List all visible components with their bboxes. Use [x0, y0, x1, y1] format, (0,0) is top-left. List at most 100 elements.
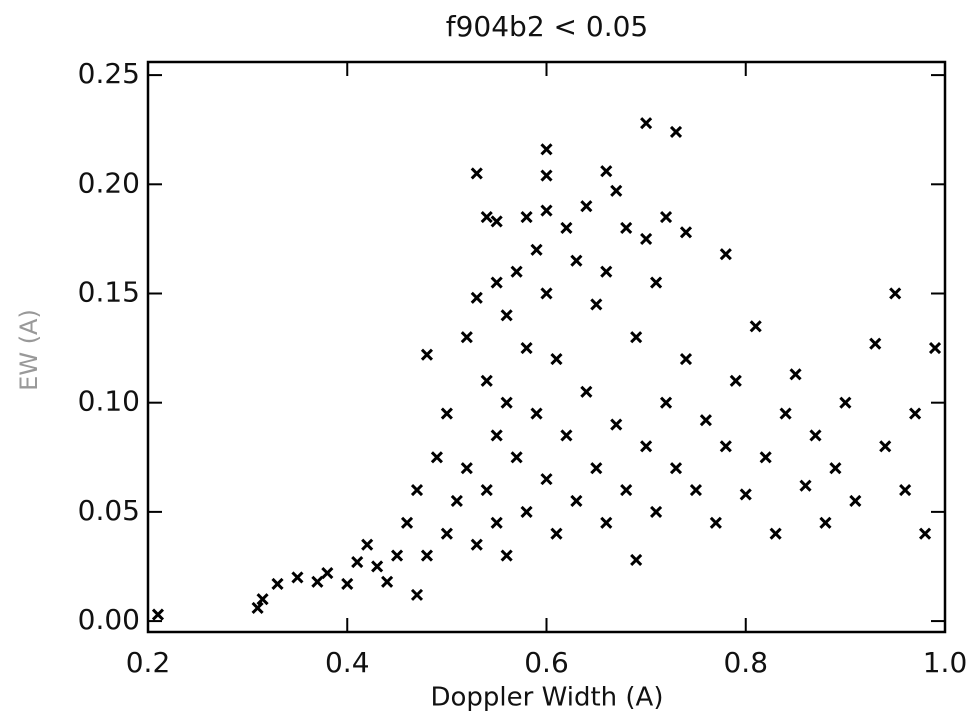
point — [600, 165, 613, 178]
point — [510, 265, 523, 278]
point — [530, 407, 543, 420]
point — [669, 462, 683, 475]
point — [480, 374, 493, 387]
point — [600, 516, 613, 529]
point — [650, 276, 663, 289]
point — [351, 556, 364, 569]
point — [391, 549, 404, 562]
point — [779, 407, 792, 420]
point — [271, 577, 284, 591]
point — [570, 494, 583, 508]
point — [889, 287, 902, 300]
point — [311, 575, 324, 588]
point — [480, 483, 493, 497]
point — [540, 473, 553, 486]
point — [610, 184, 623, 197]
chart-title: f904b2 < 0.05 — [446, 10, 649, 43]
point — [470, 167, 483, 180]
point — [470, 538, 483, 551]
y-tick-label: 0.10 — [78, 385, 140, 418]
point — [420, 549, 434, 562]
point — [490, 429, 503, 442]
point — [560, 221, 573, 235]
point — [729, 374, 742, 387]
point — [500, 549, 513, 562]
point — [550, 352, 563, 366]
point — [749, 320, 762, 333]
point — [291, 571, 304, 584]
point — [470, 291, 483, 304]
point — [540, 287, 553, 300]
point — [520, 210, 533, 224]
point — [580, 385, 593, 398]
y-tick-label: 0.00 — [78, 603, 140, 636]
point — [430, 451, 443, 464]
point — [520, 342, 533, 355]
point — [719, 248, 732, 261]
point — [869, 337, 882, 350]
point — [480, 210, 493, 224]
point — [361, 538, 374, 551]
x-tick-label: 0.6 — [524, 646, 569, 679]
point — [580, 200, 593, 213]
point — [251, 601, 264, 615]
point — [699, 414, 712, 427]
point — [669, 125, 683, 138]
point — [540, 204, 553, 217]
point — [440, 407, 453, 420]
point — [550, 527, 563, 540]
point — [590, 462, 603, 475]
point — [620, 221, 633, 235]
x-axis-label: Doppler Width (A) — [431, 683, 664, 713]
point — [371, 560, 384, 573]
point — [640, 440, 653, 453]
point — [679, 352, 693, 366]
point — [530, 243, 543, 256]
point — [799, 479, 812, 492]
point — [739, 488, 752, 501]
x-tick-label: 0.4 — [325, 646, 370, 679]
point — [540, 143, 553, 156]
point — [719, 440, 732, 453]
point — [789, 368, 802, 381]
point — [679, 226, 693, 239]
point — [839, 396, 852, 409]
point — [341, 577, 354, 591]
point — [410, 483, 424, 497]
point — [321, 566, 334, 580]
y-tick-label: 0.25 — [78, 57, 140, 90]
point — [620, 483, 633, 497]
x-tick-label: 1.0 — [923, 646, 968, 679]
point — [819, 516, 832, 529]
point — [490, 276, 503, 289]
point — [600, 265, 613, 278]
y-tick-label: 0.05 — [78, 494, 140, 527]
point — [510, 451, 523, 464]
point — [500, 396, 513, 409]
point — [809, 429, 822, 442]
point — [630, 331, 643, 344]
point — [610, 418, 623, 431]
point — [829, 462, 842, 475]
point — [849, 494, 862, 508]
point — [151, 608, 165, 621]
point — [381, 575, 394, 588]
y-tick-label: 0.15 — [78, 275, 140, 308]
point — [450, 494, 463, 508]
point — [410, 588, 424, 601]
point — [490, 516, 503, 529]
point — [689, 483, 702, 497]
point — [520, 505, 533, 518]
x-tick-label: 0.8 — [723, 646, 768, 679]
point — [490, 215, 503, 228]
point — [500, 309, 513, 322]
point — [759, 451, 772, 464]
point — [420, 348, 434, 361]
point — [879, 440, 892, 453]
point — [540, 169, 553, 182]
point — [630, 553, 643, 566]
point — [650, 505, 663, 518]
point — [640, 232, 653, 245]
point — [400, 516, 414, 529]
